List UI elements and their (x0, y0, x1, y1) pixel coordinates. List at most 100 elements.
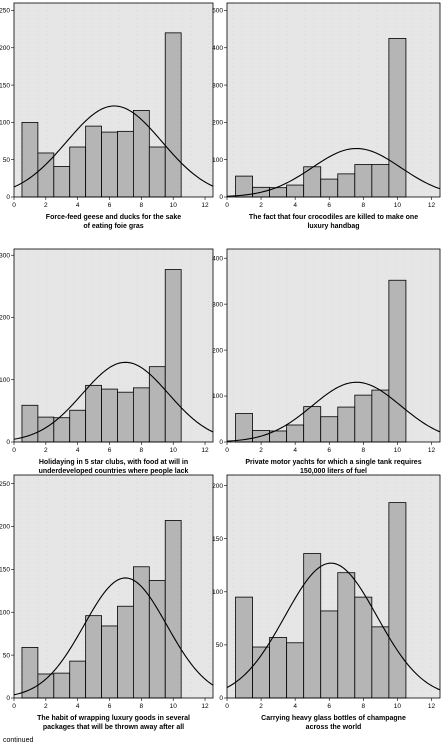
y-tick-label: 250 (0, 8, 10, 15)
histogram-bar (337, 406, 356, 443)
histogram-panel: 0 50 100 150 200 0 2 4 6 8 10 12 Carrying heavy glas… (212, 474, 441, 731)
histogram-bar (320, 416, 339, 443)
x-tick-label: 8 (140, 202, 144, 209)
x-tick-label: 12 (201, 202, 209, 209)
histogram-bar (371, 626, 390, 699)
histogram-panel: 0 50 100 150 200 250 0 2 4 6 8 10 12 Force-feed geese… (0, 2, 214, 230)
x-tick-label: 0 (12, 703, 16, 710)
histogram-bar (37, 673, 55, 699)
chart-caption: underdeveloped countries where people la… (39, 468, 189, 475)
y-tick-label: 100 (0, 609, 10, 616)
y-tick-label: 150 (0, 567, 10, 574)
histogram-bar (69, 409, 87, 443)
y-tick-label: 300 (212, 82, 223, 89)
x-tick-label: 6 (108, 447, 112, 454)
x-tick-label: 12 (201, 703, 209, 710)
x-tick-label: 0 (225, 703, 229, 710)
y-tick-label: 0 (6, 695, 10, 702)
histogram-bar (53, 166, 71, 198)
histogram-bar (269, 637, 288, 699)
histogram-bar (303, 553, 322, 699)
histogram-bar (388, 279, 407, 443)
histogram-bar (164, 520, 182, 699)
x-tick-label: 0 (12, 202, 16, 209)
plot-frame (13, 2, 214, 198)
y-tick-label: 100 (0, 377, 10, 384)
histogram-bar (354, 164, 373, 198)
x-tick-label: 6 (108, 703, 112, 710)
chart-caption: across the world (306, 724, 362, 731)
x-tick-label: 10 (170, 447, 178, 454)
histogram-bar (101, 625, 118, 699)
x-tick-label: 8 (140, 703, 144, 710)
histogram-bar (37, 416, 55, 443)
histogram-bar (21, 646, 39, 699)
chart-caption: The habit of wrapping luxury goods in se… (37, 715, 190, 722)
y-tick-label: 50 (3, 652, 11, 659)
x-tick-label: 10 (394, 202, 402, 209)
histogram-bar (132, 387, 150, 443)
continued-label: continued (3, 737, 34, 744)
x-tick-label: 6 (327, 447, 331, 454)
y-tick-label: 200 (212, 120, 223, 127)
chart-caption: packages that will be thrown away after … (43, 724, 184, 731)
x-tick-label: 10 (170, 202, 178, 209)
x-tick-label: 10 (394, 703, 402, 710)
x-tick-label: 2 (44, 202, 48, 209)
histogram-bar (164, 32, 182, 198)
histogram-bar (286, 424, 305, 443)
y-tick-label: 0 (219, 695, 223, 702)
normal-curve (13, 361, 214, 440)
chart-caption: Force-feed geese and ducks for the sake (46, 214, 181, 221)
histogram-panel: 0 50 100 150 200 250 0 2 4 6 8 10 12 The habit of wra… (0, 474, 214, 731)
y-tick-label: 400 (212, 45, 223, 52)
x-tick-label: 12 (428, 447, 436, 454)
chart-caption: luxury handbag (307, 223, 359, 230)
histogram-bar (337, 572, 356, 699)
histogram-bar (320, 178, 339, 198)
histogram-bar (235, 596, 253, 699)
histogram-bar (85, 384, 102, 443)
y-tick-label: 150 (0, 82, 10, 89)
y-tick-label: 200 (212, 483, 223, 490)
x-tick-label: 2 (259, 202, 263, 209)
histogram-bar (21, 121, 39, 198)
histogram-bar (85, 615, 102, 699)
histogram-bar (388, 502, 407, 699)
histogram-bar (101, 388, 118, 443)
normal-curve (13, 577, 214, 696)
y-tick-label: 0 (219, 439, 223, 446)
x-tick-label: 8 (362, 202, 366, 209)
histogram-bar (371, 389, 390, 443)
x-tick-label: 12 (201, 447, 209, 454)
histogram-bar (53, 672, 71, 699)
y-tick-label: 0 (219, 194, 223, 201)
x-tick-label: 12 (428, 703, 436, 710)
histogram-bar (320, 610, 339, 699)
histogram-bar (85, 125, 102, 198)
histogram-panel: 0 100 200 300 0 2 4 6 8 10 12 Holidaying in 5 star … (0, 248, 214, 484)
normal-curve (226, 562, 441, 691)
histogram-bar (354, 596, 373, 699)
y-tick-label: 200 (0, 315, 10, 322)
y-tick-label: 200 (0, 45, 10, 52)
y-tick-label: 250 (0, 481, 10, 488)
chart-caption: Holidaying in 5 star clubs, with food at… (39, 459, 188, 466)
x-tick-label: 4 (293, 703, 297, 710)
normal-curve (13, 105, 214, 188)
x-tick-label: 6 (327, 703, 331, 710)
histogram-bar (354, 394, 373, 443)
y-tick-label: 300 (212, 301, 223, 308)
histogram-panel: 0 100 200 300 400 500 0 2 4 6 8 10 12 The fact that f… (212, 2, 441, 230)
x-tick-label: 0 (12, 447, 16, 454)
x-tick-label: 4 (293, 447, 297, 454)
normal-curve (226, 381, 441, 442)
y-tick-label: 50 (216, 642, 224, 649)
histogram-bar (37, 152, 55, 198)
x-tick-label: 6 (327, 202, 331, 209)
y-tick-label: 200 (212, 347, 223, 354)
y-tick-label: 100 (212, 393, 223, 400)
x-tick-label: 0 (225, 202, 229, 209)
y-tick-label: 500 (212, 8, 223, 15)
y-tick-label: 100 (0, 120, 10, 127)
